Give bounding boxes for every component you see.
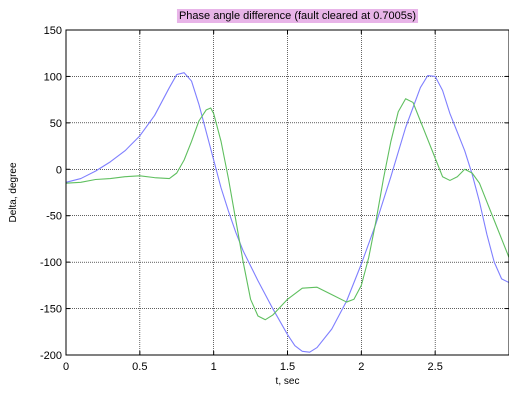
y-tick-label: -150 bbox=[40, 304, 62, 316]
x-tick-label: 0.5 bbox=[132, 361, 147, 373]
x-tick-label: 2 bbox=[358, 361, 364, 373]
y-tick-label: -200 bbox=[40, 350, 62, 362]
x-tick-label: 1.5 bbox=[280, 361, 295, 373]
x-tick-label: 1 bbox=[211, 361, 217, 373]
grid-layer bbox=[66, 30, 509, 355]
x-tick-label: 0 bbox=[63, 361, 69, 373]
y-tick-label: -50 bbox=[46, 211, 62, 223]
series-line-1 bbox=[65, 72, 509, 353]
y-axis-ticks: -200 -150 -100 -50 0 50 100 150 bbox=[40, 25, 509, 362]
y-tick-label: 150 bbox=[44, 25, 62, 37]
y-tick-label: -100 bbox=[40, 257, 62, 269]
chart-title: Phase angle difference (fault cleared at… bbox=[179, 10, 416, 22]
chart-title-highlight bbox=[176, 9, 419, 23]
y-tick-label: 50 bbox=[50, 118, 62, 130]
x-axis-ticks: 0 0.5 1 1.5 2 2.5 bbox=[63, 30, 443, 373]
x-tick-label: 2.5 bbox=[428, 361, 443, 373]
series-line-2 bbox=[65, 98, 509, 321]
y-tick-label: 0 bbox=[56, 164, 62, 176]
x-axis-label: t, sec bbox=[276, 376, 300, 387]
y-axis-label: Delta, degree bbox=[8, 162, 19, 222]
y-tick-label: 100 bbox=[44, 71, 62, 83]
series-layer bbox=[65, 72, 509, 353]
